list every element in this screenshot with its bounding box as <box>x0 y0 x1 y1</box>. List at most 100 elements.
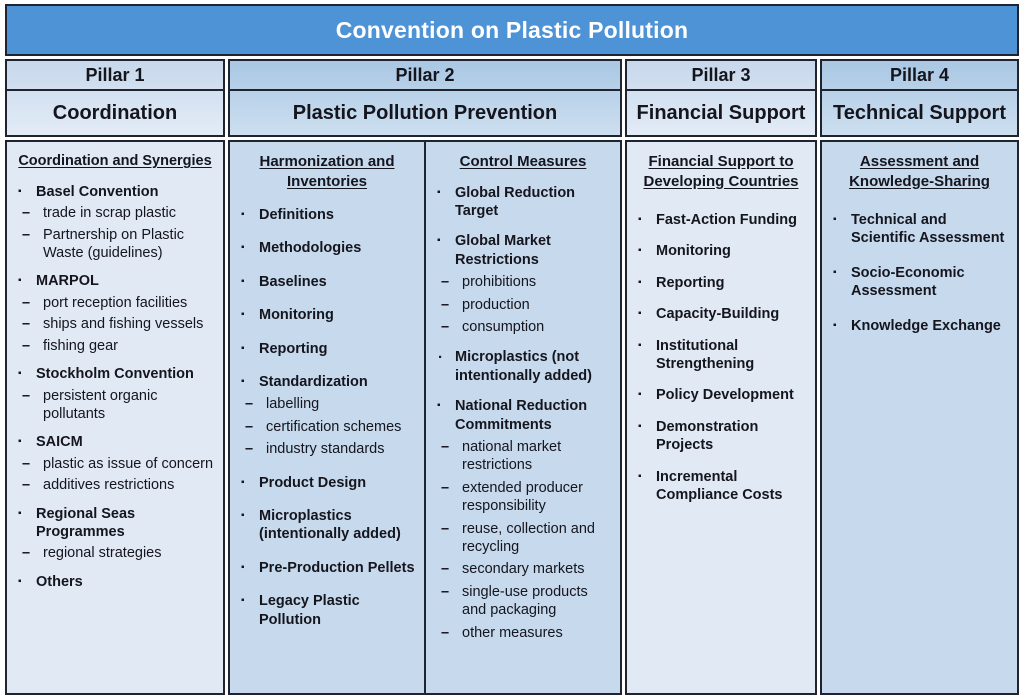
square-bullet-icon: ▪ <box>437 235 441 247</box>
dash-icon: – <box>441 561 450 578</box>
square-bullet-icon: ▪ <box>241 209 245 220</box>
list-item-label: fishing gear <box>43 337 118 354</box>
list-subitem: – port reception facilities <box>20 294 215 312</box>
dash-icon: – <box>22 294 31 311</box>
dash-icon: – <box>441 583 450 600</box>
dash-icon: – <box>22 477 31 494</box>
dash-icon: – <box>22 316 31 333</box>
square-bullet-icon: ▪ <box>18 575 22 587</box>
square-bullet-icon: ▪ <box>241 242 245 254</box>
dash-icon: – <box>441 318 450 335</box>
list-item: ▪ Policy Development <box>635 386 807 404</box>
list-item: ▪ MARPOL <box>15 272 215 290</box>
pillar-2-header: Pillar 2 Plastic Pollution Prevention <box>228 59 622 137</box>
square-bullet-icon: ▪ <box>18 185 22 197</box>
list-item: ▪ SAICM <box>15 433 215 451</box>
dash-icon: – <box>245 441 254 458</box>
pillar-1-name: Coordination <box>52 101 178 124</box>
column-harmonization: Harmonization and Inventories ▪ Definitio… <box>230 142 424 693</box>
list-item-label: industry standards <box>266 441 385 458</box>
pillar-2-name: Plastic Pollution Prevention <box>292 101 558 124</box>
list-item-label: port reception facilities <box>43 294 188 311</box>
square-bullet-icon: ▪ <box>638 245 642 257</box>
column-coordination-heading: Coordination and Synergies <box>18 153 212 169</box>
list-item-label: Institutional Strengthening <box>656 337 755 373</box>
list-item: ▪ Pre-Production Pellets <box>238 559 416 577</box>
column-control-measures: Control Measures ▪ Global Reduction Targe… <box>424 142 620 693</box>
list-item-label: Microplastics (intentionally added) <box>259 508 401 543</box>
technical-list: ▪ Technical and Scientific Assessment ▪ Soc… <box>830 211 1009 335</box>
list-item: ▪ Global Reduction Target <box>434 184 612 221</box>
list-subitem: – extended producer responsibility <box>439 479 612 516</box>
column-financial: Financial Support to Developing Countrie… <box>625 140 817 695</box>
dash-icon: – <box>22 337 31 354</box>
dash-icon: – <box>441 438 450 455</box>
list-subitem: – secondary markets <box>439 560 612 578</box>
dash-icon: – <box>22 455 31 472</box>
list-subitem: – single-use products and packaging <box>439 583 612 620</box>
list-subitem: – reuse, collection and recycling <box>439 520 612 557</box>
list-item-label: Regional Seas Programmes <box>36 505 136 540</box>
list-item-label: single-use products and packaging <box>462 583 588 619</box>
dash-icon: – <box>441 624 450 641</box>
list-item-label: Reporting <box>259 340 328 357</box>
list-item-label: Product Design <box>259 474 367 491</box>
square-bullet-icon: ▪ <box>638 276 642 288</box>
square-bullet-icon: ▪ <box>18 507 22 519</box>
list-item-label: regional strategies <box>43 545 162 562</box>
list-item-label: other measures <box>462 624 563 641</box>
square-bullet-icon: ▪ <box>833 266 837 278</box>
pillar-3-label: Pillar 3 <box>627 61 815 91</box>
pillar-3-name: Financial Support <box>636 101 806 124</box>
list-item-label: Fast-Action Funding <box>656 212 797 228</box>
square-bullet-icon: ▪ <box>638 389 642 401</box>
harmonization-list: ▪ Definitions ▪ Methodologies ▪ Baselines ▪ Mon… <box>238 206 416 629</box>
list-subitem: – plastic as issue of concern <box>20 455 215 473</box>
list-subitem: – trade in scrap plastic <box>20 204 215 222</box>
column-technical: Assessment and Knowledge-Sharing ▪ Techni… <box>820 140 1019 695</box>
list-item-label: Reporting <box>656 274 725 291</box>
list-item: ▪ Global Market Restrictions <box>434 232 612 269</box>
list-item-label: Stockholm Convention <box>36 366 194 383</box>
list-item: ▪ Definitions <box>238 206 416 224</box>
list-subitem: – additives restrictions <box>20 476 215 494</box>
list-item-label: Global Market Restrictions <box>455 233 551 268</box>
list-item-label: Technical and Scientific Assessment <box>851 212 1005 247</box>
list-item-label: Basel Convention <box>36 183 159 200</box>
pillar-header-row: Pillar 1 Coordination Pillar 2 Plastic P… <box>5 59 1019 137</box>
list-item-label: National Reduction Commitments <box>455 398 588 433</box>
list-item: ▪ Microplastics (intentionally added) <box>238 507 416 544</box>
list-item-label: reuse, collection and recycling <box>462 520 595 555</box>
list-item: ▪ Technical and Scientific Assessment <box>830 211 1009 248</box>
list-item-label: Microplastics (not intentionally added) <box>455 349 592 384</box>
square-bullet-icon: ▪ <box>241 376 245 388</box>
square-bullet-icon: ▪ <box>241 561 245 573</box>
square-bullet-icon: ▪ <box>638 339 642 351</box>
list-item-label: prohibitions <box>462 274 537 291</box>
page-title: Convention on Plastic Pollution <box>5 4 1019 56</box>
dash-icon: – <box>441 520 450 537</box>
column-control-heading: Control Measures <box>459 153 587 170</box>
list-item-label: Socio-Economic Assessment <box>851 264 965 300</box>
list-subitem: – production <box>439 296 612 314</box>
list-item-label: certification schemes <box>266 418 402 435</box>
list-item-label: Methodologies <box>259 240 362 257</box>
list-subitem: – fishing gear <box>20 337 215 355</box>
list-item-label: Monitoring <box>656 243 731 260</box>
column-coordination: Coordination and Synergies ▪ Basel Conven… <box>5 140 225 695</box>
dash-icon: – <box>441 274 450 291</box>
list-item: ▪ Reporting <box>635 274 807 292</box>
list-item-label: secondary markets <box>462 561 585 578</box>
dash-icon: – <box>22 205 31 222</box>
dash-icon: – <box>245 418 254 435</box>
list-item: ▪ Monitoring <box>635 242 807 260</box>
list-subitem: – labelling <box>243 395 416 413</box>
list-item: ▪ Fast-Action Funding <box>635 211 807 229</box>
financial-list: ▪ Fast-Action Funding ▪ Monitoring ▪ Reportin… <box>635 211 807 504</box>
list-item-label: ships and fishing vessels <box>43 316 204 333</box>
list-item-label: additives restrictions <box>43 477 175 494</box>
list-item-label: Definitions <box>259 207 334 223</box>
square-bullet-icon: ▪ <box>241 309 245 321</box>
list-item-label: SAICM <box>36 434 83 451</box>
